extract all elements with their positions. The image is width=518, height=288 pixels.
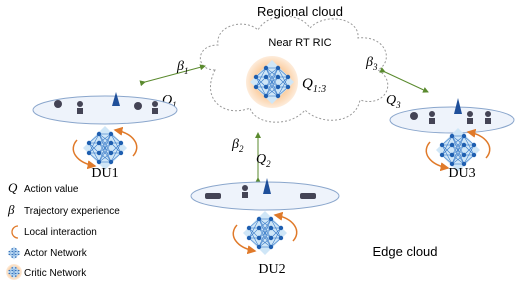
du-label: DU2 <box>258 262 285 277</box>
legend-symbol: Q <box>8 180 18 195</box>
actor-network <box>243 211 287 255</box>
du-label: DU1 <box>91 166 118 181</box>
du-label: DU3 <box>448 166 475 181</box>
cell <box>390 107 514 133</box>
legend-label: Critic Network <box>24 268 87 279</box>
legend-label: Trajectory experience <box>24 206 120 217</box>
title: Regional cloud <box>257 4 343 19</box>
link <box>385 72 428 92</box>
actor-network <box>83 126 127 170</box>
beta: β2 <box>231 137 244 154</box>
q: Q3 <box>386 93 401 110</box>
legend: Q Action value β Trajectory experience L… <box>6 180 120 280</box>
legend-icon <box>7 246 20 259</box>
link <box>145 66 205 82</box>
legend-label: Actor Network <box>24 248 88 259</box>
legend-symbol: β <box>7 202 15 217</box>
diagram: Regional cloud Near RT RIC Q1:3 β1 Q1 β2… <box>0 0 518 288</box>
legend-icon <box>12 226 18 238</box>
page: Regional cloud Near RT RIC Q1:3 β1 Q1 β2… <box>0 0 518 288</box>
legend-label: Local interaction <box>24 227 97 238</box>
q: Q2 <box>256 152 271 169</box>
beta: β1 <box>176 59 188 76</box>
legend-label: Action value <box>24 184 79 195</box>
ric-label: Near RT RIC <box>268 37 331 49</box>
edge-label: Edge cloud <box>372 244 437 259</box>
